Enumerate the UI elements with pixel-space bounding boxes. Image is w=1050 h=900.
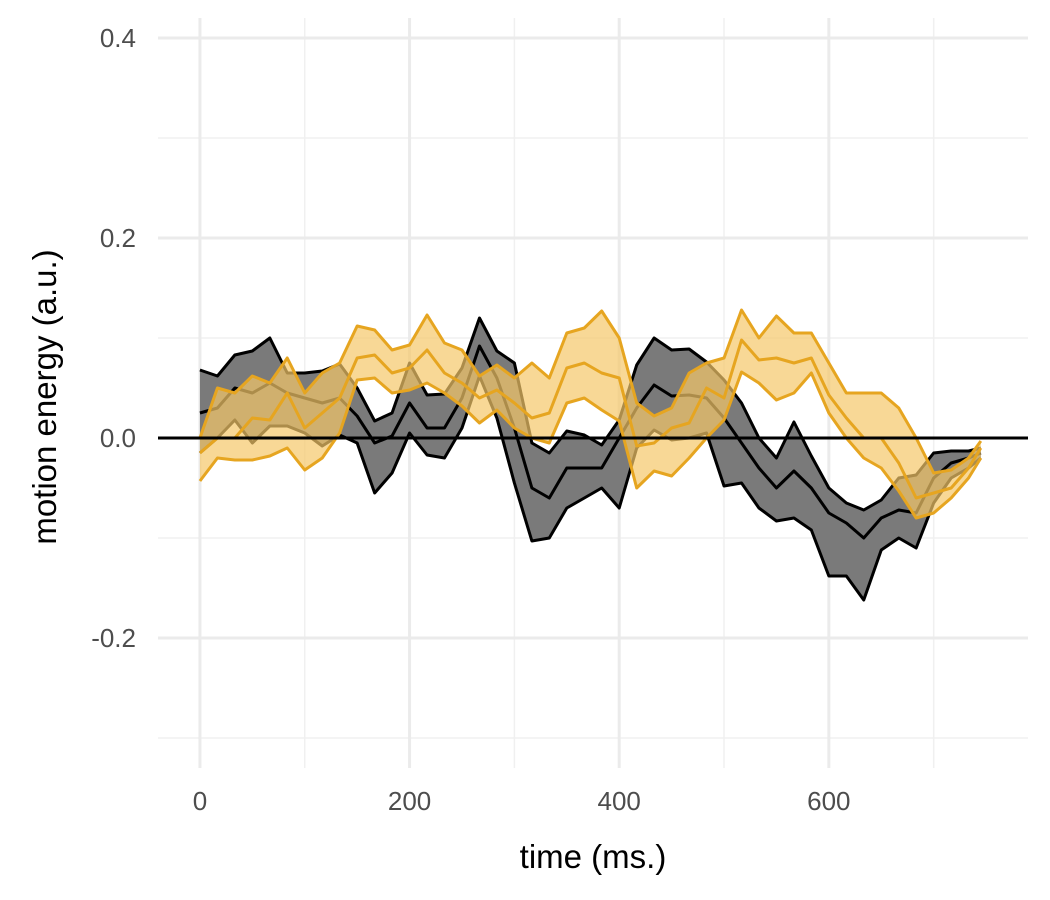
series-1-mean-line — [198, 338, 983, 500]
x-tick-label: 600 — [807, 786, 850, 816]
y-tick-label: 0.2 — [100, 223, 136, 253]
x-tick-label: 0 — [193, 786, 207, 816]
x-tick-label: 400 — [598, 786, 641, 816]
y-tick-label: 0.4 — [100, 23, 136, 53]
x-axis-title: time (ms.) — [520, 838, 667, 875]
x-tick-label: 200 — [388, 786, 431, 816]
y-tick-label: -0.2 — [91, 623, 136, 653]
series-1-upper-line — [198, 308, 983, 475]
series-1-lower-line — [198, 370, 983, 520]
series-0-ribbon — [199, 318, 981, 600]
y-tick-label: 0.0 — [100, 423, 136, 453]
tick-labels: 0 200 400 600 -0.2 0.0 0.2 0.4 — [91, 23, 850, 816]
y-axis-title: motion energy (a.u.) — [26, 249, 63, 544]
series-layer — [198, 308, 983, 602]
